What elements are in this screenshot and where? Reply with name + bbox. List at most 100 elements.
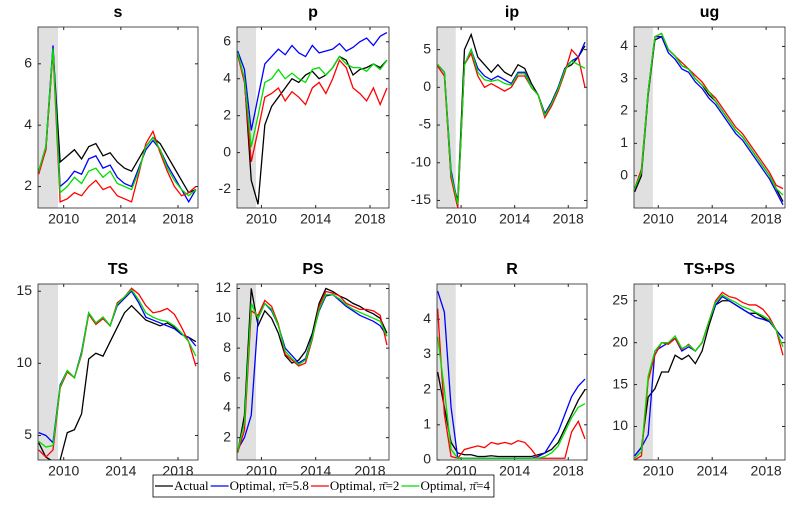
x-tick-label: 2018 xyxy=(751,211,782,227)
axes-frame xyxy=(236,26,390,209)
y-tick-label: 4 xyxy=(24,116,32,132)
subplot-title: TS xyxy=(108,261,129,278)
subplot: s 2 4 6 2010 2014 2018 xyxy=(24,4,199,227)
legend-label: Optimal, π̄=2 xyxy=(330,478,400,493)
y-tick-label: 6 xyxy=(223,369,231,385)
subplot-title: ug xyxy=(700,4,720,21)
y-tick-label: -10 xyxy=(411,153,431,169)
series-line xyxy=(437,308,586,459)
y-tick-label: 6 xyxy=(223,32,231,48)
series-line xyxy=(634,294,784,459)
y-tick-label: 6 xyxy=(24,55,32,71)
x-tick-label: 2010 xyxy=(446,211,477,227)
subplot-title: s xyxy=(114,4,123,21)
series-line xyxy=(38,287,197,459)
subplot: ip -15 -10 -5 0 5 2010 2014 2018 xyxy=(411,4,588,227)
subplot: TS+PS 10 15 20 25 2010 2014 2018 xyxy=(612,261,786,479)
y-tick-label: 20 xyxy=(612,333,628,349)
y-tick-label: 4 xyxy=(223,398,231,414)
recession-shade xyxy=(437,284,456,460)
series-line xyxy=(634,35,784,202)
axes-frame xyxy=(236,283,390,461)
recession-shade xyxy=(634,284,653,460)
y-tick-label: 2 xyxy=(223,106,231,122)
subplot-title: PS xyxy=(302,261,324,278)
x-tick-label: 2018 xyxy=(553,463,584,479)
axes-frame xyxy=(633,26,786,209)
y-tick-label: 5 xyxy=(24,426,32,442)
x-tick-label: 2014 xyxy=(499,463,530,479)
subplot-title: R xyxy=(506,261,518,278)
axes-frame xyxy=(37,26,199,209)
legend-label: Actual xyxy=(174,478,209,493)
series-line xyxy=(237,290,388,453)
series-line xyxy=(237,52,388,148)
series-line xyxy=(237,287,388,453)
series-line xyxy=(38,290,197,445)
y-tick-label: 10 xyxy=(612,417,628,433)
y-tick-label: 10 xyxy=(215,309,231,325)
subplot-title: TS+PS xyxy=(684,261,735,278)
series-line xyxy=(38,48,197,194)
recession-shade xyxy=(38,284,58,460)
series-line xyxy=(237,31,388,131)
x-tick-label: 2010 xyxy=(643,211,674,227)
subplot: p -2 0 2 4 6 2010 2014 2018 xyxy=(219,4,390,227)
series-line xyxy=(634,291,784,460)
y-tick-label: -15 xyxy=(411,191,431,207)
legend: Actual Optimal, π̄=5.8 Optimal, π̄=2 Optima… xyxy=(152,474,495,498)
y-tick-label: 2 xyxy=(24,177,32,193)
x-tick-label: 2010 xyxy=(246,211,277,227)
x-tick-label: 2010 xyxy=(48,463,79,479)
subplot-title: ip xyxy=(505,4,519,21)
series-line xyxy=(437,47,586,205)
y-tick-label: 3 xyxy=(620,69,628,85)
series-line xyxy=(634,32,784,196)
series-line xyxy=(38,45,197,204)
y-tick-label: 0 xyxy=(423,451,431,467)
subplot: ug 0 1 2 3 4 2010 2014 2018 xyxy=(620,4,786,227)
series-line xyxy=(237,293,388,450)
series-line xyxy=(634,36,784,206)
series-line xyxy=(634,300,784,457)
series-line xyxy=(437,336,586,459)
x-tick-label: 2018 xyxy=(751,463,782,479)
y-tick-label: 25 xyxy=(612,291,628,307)
axes-frame xyxy=(436,283,588,461)
y-tick-label: 2 xyxy=(223,428,231,444)
y-tick-label: 5 xyxy=(423,40,431,56)
series-line xyxy=(437,371,586,458)
y-tick-label: 2 xyxy=(620,102,628,118)
y-tick-label: 15 xyxy=(612,375,628,391)
y-tick-label: 4 xyxy=(223,69,231,85)
series-line xyxy=(38,51,197,203)
series-line xyxy=(437,41,586,205)
series-line xyxy=(38,48,197,197)
y-tick-label: 1 xyxy=(423,416,431,432)
y-tick-label: 0 xyxy=(223,143,231,159)
axes-frame xyxy=(633,283,786,461)
y-tick-label: 4 xyxy=(423,310,431,326)
y-tick-label: 4 xyxy=(620,37,628,53)
x-tick-label: 2014 xyxy=(499,211,530,227)
legend-label: Optimal, π̄=4 xyxy=(420,478,490,493)
y-tick-label: -2 xyxy=(219,180,232,196)
x-tick-label: 2018 xyxy=(162,211,193,227)
x-tick-label: 2010 xyxy=(643,463,674,479)
y-tick-label: 0 xyxy=(423,78,431,94)
x-tick-label: 2018 xyxy=(354,211,385,227)
series-line xyxy=(237,293,388,452)
y-tick-label: -5 xyxy=(419,116,432,132)
x-tick-label: 2014 xyxy=(697,211,728,227)
axes-frame xyxy=(37,283,199,461)
legend-label: Optimal, π̄=5.8 xyxy=(230,478,309,493)
y-tick-label: 12 xyxy=(215,279,231,295)
x-tick-label: 2014 xyxy=(697,463,728,479)
y-tick-label: 8 xyxy=(223,339,231,355)
y-tick-label: 10 xyxy=(16,354,32,370)
axes-frame xyxy=(436,26,588,209)
